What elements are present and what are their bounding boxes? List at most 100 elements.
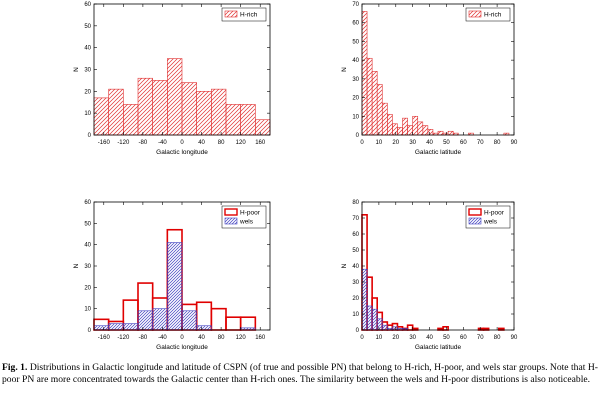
legend-label-h-poor: H-poor — [484, 210, 505, 217]
y-tick-label: 70 — [352, 2, 359, 8]
histogram-bar — [123, 323, 139, 331]
series-h-rich-bars — [361, 11, 510, 136]
y-tick-label: 80 — [352, 200, 359, 206]
plot-frame — [361, 3, 515, 136]
histogram-bar — [152, 308, 168, 331]
histogram-bar — [93, 97, 109, 136]
x-tick-label: 120 — [236, 335, 247, 341]
x-axis-label: Galactic latitude — [415, 344, 462, 351]
x-tick-label: 20 — [392, 140, 399, 146]
y-tick-label: 40 — [352, 58, 359, 64]
x-tick-label: 50 — [443, 140, 450, 146]
histogram-bar — [447, 130, 454, 136]
legend: H-rich — [221, 7, 267, 22]
y-tick-label: 10 — [352, 312, 359, 318]
histogram-bar — [371, 308, 378, 331]
y-tick-label: 50 — [84, 24, 91, 30]
figure-panels: -160 -120 -80 -40 0 40 80 120 160 0 10 20 30 40 50 60 Ga… — [73, 2, 518, 351]
x-tick-label: 0 — [360, 140, 364, 146]
histogram-bar — [381, 324, 388, 331]
y-tick-label: 10 — [84, 307, 91, 313]
x-tick-label: 60 — [460, 140, 467, 146]
x-tick-label: -80 — [139, 335, 148, 341]
histogram-bar — [137, 310, 153, 331]
chart-panel-bottom-left: -160 -120 -80 -40 0 40 80 120 160 0 10 20 30 40 50 60 Ga… — [73, 200, 271, 351]
legend-label-h-rich: H-rich — [240, 12, 258, 19]
x-tick-label: 0 — [180, 140, 184, 146]
histogram-bar — [392, 326, 398, 331]
x-tick-label: 70 — [477, 140, 484, 146]
histogram-bar — [366, 305, 373, 331]
y-tick-label: 50 — [84, 221, 91, 227]
y-tick-label: 30 — [84, 68, 91, 74]
histogram-bar — [376, 318, 383, 331]
x-tick-label: 160 — [255, 140, 266, 146]
y-tick-label: 0 — [356, 133, 360, 139]
y-tick-label: 60 — [84, 200, 91, 206]
x-tick-label: 80 — [218, 335, 225, 341]
histogram-bar — [181, 310, 197, 331]
legend: H-rich — [465, 7, 511, 22]
x-tick-label: 90 — [511, 335, 518, 341]
y-tick-label: 10 — [84, 111, 91, 117]
histogram-bar — [123, 104, 139, 136]
x-axis-label: Galactic latitude — [415, 149, 462, 156]
y-tick-label: 10 — [352, 114, 359, 120]
y-tick-label: 60 — [352, 21, 359, 27]
caption-label: Fig. 1. — [2, 362, 28, 373]
legend-swatch-h-rich — [468, 10, 482, 18]
histogram-bar — [402, 117, 408, 136]
x-tick-label: 90 — [511, 140, 518, 146]
histogram-bar — [376, 84, 383, 136]
x-tick-label: -160 — [98, 335, 111, 341]
legend-swatch-h-poor — [224, 208, 238, 216]
x-tick-label: -40 — [158, 140, 167, 146]
y-tick-label: 0 — [88, 133, 92, 139]
chart-panel-bottom-right: 0 10 20 30 40 50 60 70 80 90 0 10 20 30 40 50 60 70 80 Gala… — [341, 200, 518, 351]
x-tick-label: -80 — [139, 140, 148, 146]
histogram-bar — [196, 91, 212, 136]
histogram-bar — [392, 123, 398, 136]
figure-caption: Fig. 1. Distributions in Galactic longit… — [2, 362, 598, 385]
x-tick-label: 40 — [198, 140, 205, 146]
histogram-bar — [196, 325, 212, 331]
y-tick-label: 50 — [352, 248, 359, 254]
legend: H-poor wels — [465, 205, 511, 229]
series-h-poor-bars — [361, 214, 505, 331]
y-tick-label: 20 — [84, 89, 91, 95]
histogram-bar — [137, 77, 153, 136]
y-axis-label: N — [341, 67, 348, 72]
chart-panel-top-right: 0 10 20 30 40 50 60 70 80 90 0 10 20 30 40 50 60 70 Galact… — [341, 2, 518, 156]
histogram-bar — [211, 88, 227, 136]
y-tick-label: 70 — [352, 216, 359, 222]
y-tick-label: 30 — [352, 280, 359, 286]
x-tick-label: 80 — [494, 335, 501, 341]
y-tick-label: 60 — [352, 232, 359, 238]
x-tick-label: -40 — [158, 335, 167, 341]
histogram-bar — [167, 58, 183, 136]
y-tick-label: 40 — [352, 264, 359, 270]
x-tick-label: 30 — [409, 140, 416, 146]
histogram-bar — [108, 323, 124, 331]
x-tick-label: 0 — [180, 335, 184, 341]
histogram-bar — [240, 104, 256, 136]
histogram-bar — [412, 115, 419, 136]
legend-swatch-h-poor — [468, 208, 482, 216]
histogram-bar — [387, 114, 393, 136]
legend-swatch-h-rich — [224, 10, 238, 18]
histogram-bar — [225, 316, 242, 331]
x-tick-label: 40 — [198, 335, 205, 341]
histogram-bar — [381, 102, 388, 136]
histogram-bar — [108, 88, 124, 136]
x-tick-label: 80 — [494, 140, 501, 146]
x-tick-label: 10 — [376, 140, 383, 146]
series-h-rich-bars — [93, 58, 271, 136]
histogram-bar — [93, 325, 109, 331]
histogram-bar — [225, 104, 241, 136]
y-tick-label: 60 — [84, 2, 91, 8]
series-wels-bars — [361, 268, 408, 331]
legend-label-h-poor: H-poor — [240, 210, 261, 217]
x-tick-label: 10 — [376, 335, 383, 341]
x-tick-label: 20 — [392, 335, 399, 341]
x-tick-label: 120 — [236, 140, 247, 146]
